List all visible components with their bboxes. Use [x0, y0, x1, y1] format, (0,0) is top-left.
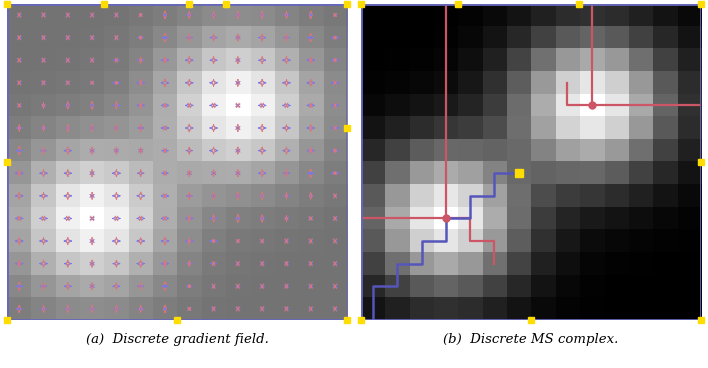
Text: (a)  Discrete gradient field.: (a) Discrete gradient field.: [86, 333, 268, 346]
Text: (b)  Discrete MS complex.: (b) Discrete MS complex.: [443, 333, 619, 346]
